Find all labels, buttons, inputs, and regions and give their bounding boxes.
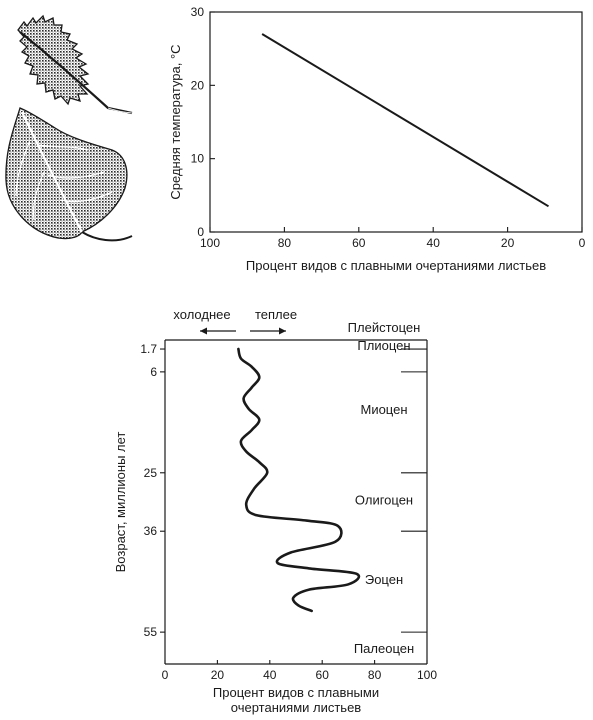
chart1-xtick-label: 60 [352,236,366,250]
epoch-label: Плейстоцен [348,320,421,335]
chart1-ytick-label: 30 [191,5,205,19]
chart2-xtick-label: 60 [316,668,330,682]
chart2-xlabel-line2: очертаниями листьев [231,700,362,715]
colder-label: холоднее [173,307,230,322]
chart1-xlabel: Процент видов с плавными очертаниями лис… [246,258,546,273]
warmer-arrow-icon [250,327,286,335]
chart1-xtick-label: 80 [278,236,292,250]
chart1-plot-frame [209,11,583,233]
chart2-xtick-label: 80 [368,668,382,682]
heart-shaped-leaf-icon [5,107,133,242]
serrated-leaf-icon [17,14,133,115]
chart1-ytick-label: 10 [191,152,205,166]
chart2-ytick-label: 1.7 [140,342,157,356]
epoch-label: Эоцен [365,572,403,587]
chart2-ytick-label: 36 [144,524,158,538]
chart1-ylabel: Средняя температура, °C [168,44,183,199]
chart1-xtick-label: 40 [427,236,441,250]
chart2-xtick-label: 40 [263,668,277,682]
chart1-ytick-label: 0 [197,225,204,239]
chart2-xlabel-line1: Процент видов с плавными [213,685,379,700]
chart1-xtick-label: 0 [579,236,586,250]
chart1-xtick-label: 20 [501,236,515,250]
chart2-xtick-label: 20 [211,668,225,682]
epoch-label: Плиоцен [357,338,410,353]
chart2-xtick-label: 0 [162,668,169,682]
chart2-ylabel: Возраст, миллионы лет [113,432,128,573]
epoch-label: Олигоцен [355,492,413,507]
epoch-label: Палеоцен [354,641,414,656]
chart1-series-line [261,33,550,208]
colder-arrow-icon [200,327,236,335]
chart1-ytick-label: 20 [191,78,205,92]
chart2-ytick-label: 6 [150,365,157,379]
chart2-ytick-label: 55 [144,625,158,639]
epoch-label: Миоцен [360,402,407,417]
chart2-series-line [237,347,361,613]
chart-temperature: 100 80 60 40 20 0 0 10 20 30 Процент видов с пла… [168,5,586,273]
chart2-ytick-label: 25 [144,466,158,480]
chart1-xtick-label: 100 [200,236,220,250]
warmer-label: теплее [255,307,297,322]
chart2-xtick-label: 100 [417,668,437,682]
